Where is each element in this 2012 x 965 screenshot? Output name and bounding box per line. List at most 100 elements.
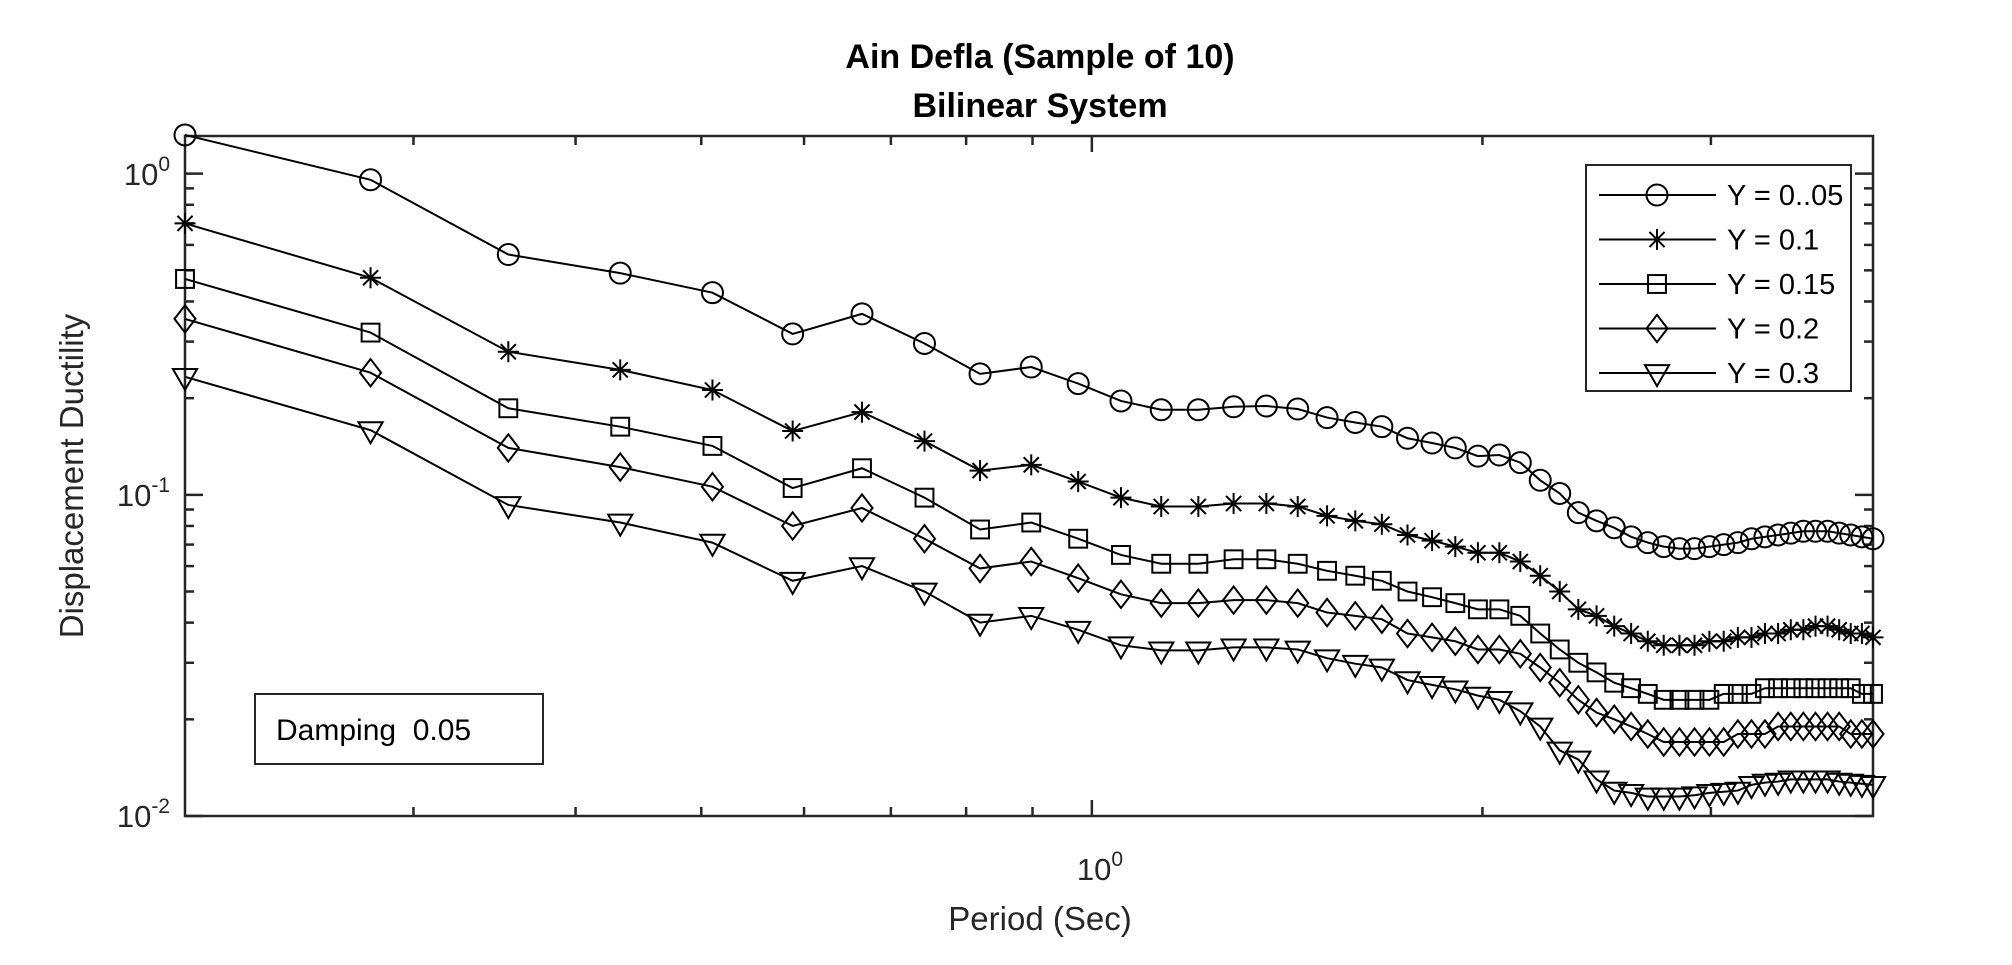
- data-point: [608, 451, 632, 483]
- data-point: [1466, 634, 1490, 665]
- data-point: [1443, 436, 1467, 460]
- data-point: [970, 519, 990, 540]
- data-point: [1467, 542, 1489, 564]
- data-point: [1792, 619, 1814, 641]
- data-point: [1184, 641, 1213, 666]
- y-axis-label: Displacement Ductility: [53, 313, 90, 638]
- data-point: [1489, 599, 1510, 620]
- data-point: [1287, 553, 1308, 574]
- legend-item: Y = 0..05: [1599, 180, 1843, 212]
- data-point: [1529, 565, 1551, 587]
- data-point: [852, 458, 872, 479]
- data-point: [780, 510, 805, 542]
- data-point: [1545, 741, 1574, 766]
- data-point: [356, 421, 385, 446]
- annotation-box: [254, 693, 544, 765]
- legend-item: Y = 0.1: [1599, 225, 1819, 257]
- series-5: [171, 367, 1887, 812]
- data-point: [1586, 662, 1607, 683]
- data-point: [1586, 605, 1608, 627]
- data-point: [359, 168, 383, 192]
- data-point: [1636, 531, 1660, 555]
- legend-item: Y = 0.3: [1599, 358, 1819, 390]
- data-point: [1791, 711, 1816, 742]
- data-point: [1020, 454, 1042, 476]
- y-tick-label-0: 100: [124, 153, 170, 192]
- data-point: [1017, 606, 1046, 631]
- data-point: [608, 261, 632, 285]
- data-point: [910, 582, 939, 607]
- data-point: [360, 267, 382, 289]
- data-point: [1680, 786, 1709, 811]
- data-point: [1838, 718, 1863, 750]
- data-point: [1149, 587, 1173, 619]
- data-point: [1741, 683, 1762, 704]
- data-point: [1667, 537, 1691, 561]
- data-point: [1727, 626, 1749, 648]
- data-point: [173, 123, 197, 147]
- data-point: [1528, 468, 1552, 492]
- data-point: [968, 553, 992, 584]
- data-point: [358, 357, 383, 389]
- data-point: [174, 212, 196, 234]
- data-point: [1223, 492, 1245, 514]
- data-point: [1636, 718, 1660, 750]
- data-point: [913, 430, 935, 452]
- data-point: [1343, 600, 1368, 632]
- data-point: [848, 557, 876, 582]
- data-point: [1859, 776, 1887, 801]
- data-point: [1283, 640, 1312, 665]
- data-point: [610, 416, 631, 437]
- y-tick-labels: 100 10-1 10-2: [117, 153, 170, 834]
- data-point: [1836, 773, 1865, 798]
- data-point: [1370, 603, 1394, 635]
- data-point: [969, 460, 991, 482]
- data-point: [1766, 523, 1790, 547]
- data-point: [1683, 537, 1707, 561]
- data-point: [1780, 678, 1801, 699]
- data-point: [1341, 654, 1370, 679]
- data-point: [1739, 527, 1763, 551]
- data-point: [1510, 605, 1531, 626]
- data-point: [1737, 776, 1766, 801]
- data-point: [1549, 581, 1571, 603]
- data-point: [1712, 533, 1736, 557]
- data-point: [1285, 587, 1310, 619]
- data-point: [1254, 584, 1279, 616]
- data-point: [968, 362, 992, 386]
- data-point: [1603, 615, 1625, 637]
- legend-label: Y = 0.1: [1727, 225, 1819, 257]
- data-point: [1829, 678, 1850, 699]
- data-point: [1315, 597, 1339, 628]
- data-point: [698, 533, 727, 558]
- legend-marker-square-icon: [1647, 274, 1667, 294]
- data-point: [1649, 787, 1678, 812]
- data-point: [1526, 717, 1555, 742]
- data-point: [1506, 702, 1535, 727]
- data-point: [1637, 630, 1659, 652]
- legend-marker-triangle-down-icon: [1643, 364, 1671, 389]
- data-point: [1751, 773, 1779, 798]
- data-point: [1109, 389, 1133, 413]
- data-point: [1111, 544, 1131, 565]
- data-point: [700, 471, 725, 502]
- data-point: [1343, 410, 1367, 434]
- damping-annotation: Damping 0.05: [254, 693, 544, 765]
- data-point: [914, 487, 935, 508]
- data-point: [1780, 619, 1802, 641]
- data-point: [496, 432, 521, 464]
- data-point: [782, 478, 803, 498]
- legend-label: Y = 0.3: [1727, 358, 1819, 390]
- data-point: [1445, 593, 1466, 614]
- data-point: [1371, 570, 1392, 591]
- data-point: [1863, 683, 1883, 704]
- data-point: [1850, 525, 1874, 549]
- data-point: [1698, 630, 1720, 652]
- data-point: [1815, 711, 1840, 742]
- data-point: [1848, 774, 1876, 799]
- data-point: [1779, 711, 1803, 742]
- data-point: [1713, 630, 1735, 652]
- data-point: [171, 367, 199, 392]
- data-point: [360, 322, 381, 343]
- data-point: [1286, 397, 1310, 421]
